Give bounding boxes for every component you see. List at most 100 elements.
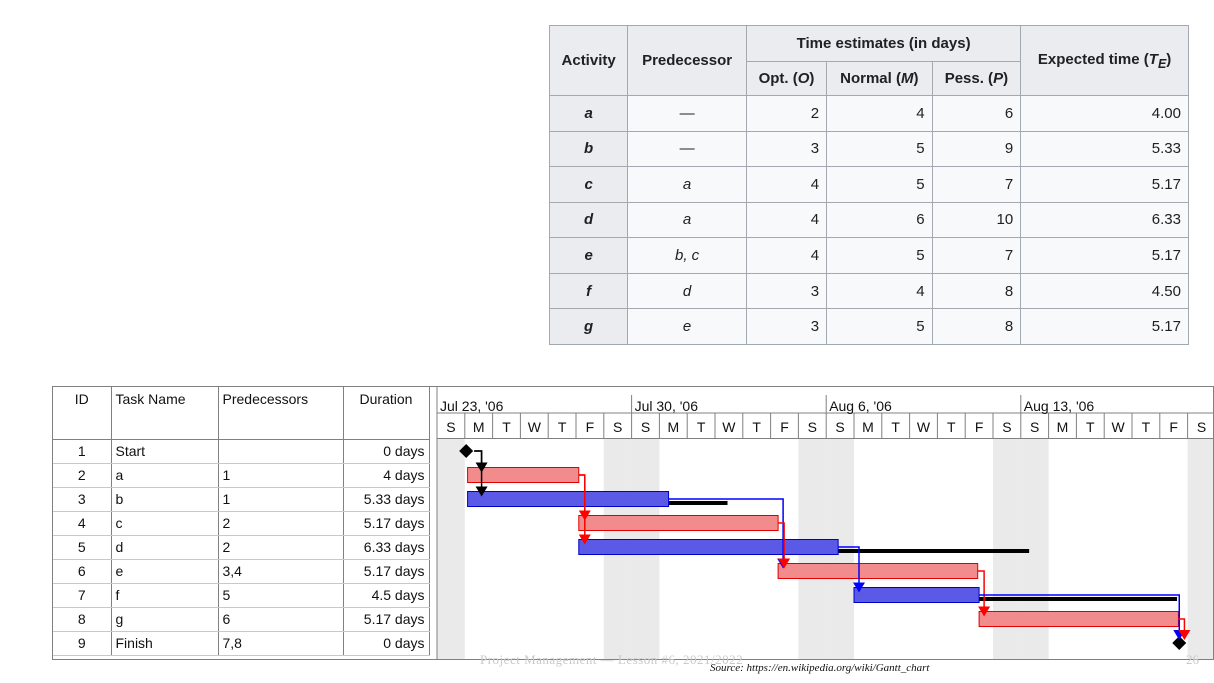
opt-cell: 4 [745,237,828,274]
task-name: f [111,583,219,608]
header-id: ID [53,387,112,440]
normal-cell: 5 [826,237,933,274]
source-note: Source: https://en.wikipedia.org/wiki/Ga… [710,662,930,674]
predecessor-cell: b, c [627,237,747,274]
activity-cell: e [548,237,629,274]
day-letter: S [1002,419,1011,435]
dependency-arrowhead [978,606,991,617]
dependency-link [668,498,784,559]
header-expected-time: Expected time (TE) [1020,25,1189,96]
header-duration: Duration [343,387,430,440]
task-bar [578,539,839,555]
day-letter: F [1169,419,1178,435]
opt-cell: 3 [745,130,828,168]
header-predecessor: Predecessor [627,25,747,96]
time-estimates-table: Activity Predecessor Time estimates (in … [548,25,1189,345]
week-label: Jul 30, '06 [635,398,699,414]
header-task-name: Task Name [111,387,219,440]
slide-footer-text: Project Management — Lesson #6, 2021/202… [480,652,744,667]
gantt-timeline: Jul 23, '06 Jul 30, '06 Aug 6, '06 Aug 13, … [436,387,1213,659]
task-predecessors [218,439,344,464]
day-letter: S [1030,419,1039,435]
day-letter: T [752,419,761,435]
task-duration: 0 days [343,631,430,656]
dependency-link [474,450,483,487]
dependency-link [578,474,586,535]
header-normal: Normal (M) [826,61,933,96]
expected-cell: 6.33 [1020,201,1189,239]
dependency-arrowhead [778,558,791,569]
normal-cell: 4 [826,95,933,132]
task-duration: 5.17 days [343,607,430,632]
activity-cell: a [548,95,629,132]
gantt-task-table: ID Task Name Predecessors Duration 1 Sta… [53,387,430,656]
day-letter: W [722,419,736,435]
dependency-link [838,546,860,583]
day-letter: M [473,419,485,435]
day-letter: F [586,419,595,435]
critical-task-bar [467,467,580,483]
expected-cell: 5.17 [1020,166,1189,203]
activity-cell: d [548,201,629,239]
task-id: 4 [53,511,112,536]
day-letter: F [780,419,789,435]
task-predecessors: 6 [218,607,344,632]
slide-page-number: 26 [1186,652,1199,667]
task-id: 3 [53,487,112,512]
dependency-arrowhead [853,582,865,593]
task-duration: 6.33 days [343,535,430,560]
pess-cell: 7 [931,237,1022,274]
day-letter: T [1086,419,1095,435]
table-row: d a 4 6 10 6.33 [548,201,1189,239]
table-row: 6 e 3,4 5.17 days [53,559,430,584]
task-name: b [111,487,219,512]
table-row: e b, c 4 5 7 5.17 [548,237,1189,274]
task-bar [853,587,980,603]
task-predecessors: 3,4 [218,559,344,584]
task-id: 7 [53,583,112,608]
dependency-arrowhead [578,534,591,545]
milestone-diamond [459,444,474,458]
critical-task-bar [978,611,1179,627]
task-name: Finish [111,631,219,656]
dependency-link [1178,618,1186,630]
weekend-shade [437,439,465,659]
day-letter: M [1057,419,1069,435]
pess-cell: 10 [931,201,1022,239]
day-letter: M [667,419,679,435]
header-predecessors: Predecessors [218,387,344,440]
table-row: 1 Start 0 days [53,439,430,464]
normal-cell: 5 [826,166,933,203]
predecessor-cell: d [627,272,747,310]
week-label: Aug 6, '06 [829,398,892,414]
predecessor-cell: a [627,201,747,239]
task-predecessors: 1 [218,487,344,512]
task-predecessors: 2 [218,511,344,536]
predecessor-cell: a [627,166,747,203]
predecessor-cell: e [627,308,747,345]
dependency-link [474,450,483,463]
table-row: g e 3 5 8 5.17 [548,308,1189,345]
day-letter: T [947,419,956,435]
task-id: 9 [53,631,112,656]
table-row: 9 Finish 7,8 0 days [53,631,430,656]
day-letter: S [835,419,844,435]
day-letter: S [446,419,455,435]
dependency-arrowhead [1178,630,1191,640]
task-duration: 5.33 days [343,487,430,512]
normal-cell: 5 [826,130,933,168]
day-letter: T [1142,419,1151,435]
opt-cell: 3 [745,308,828,345]
task-duration: 5.17 days [343,559,430,584]
activity-cell: b [548,130,629,168]
expected-cell: 4.00 [1020,95,1189,132]
task-name: d [111,535,219,560]
activity-cell: g [548,308,629,345]
task-name: c [111,511,219,536]
table-row: 3 b 1 5.33 days [53,487,430,512]
header-time-estimates: Time estimates (in days) [745,25,1022,62]
header-opt: Opt. (O) [745,61,828,96]
critical-task-bar [578,515,779,531]
task-duration: 4 days [343,463,430,488]
pess-cell: 8 [931,308,1022,345]
